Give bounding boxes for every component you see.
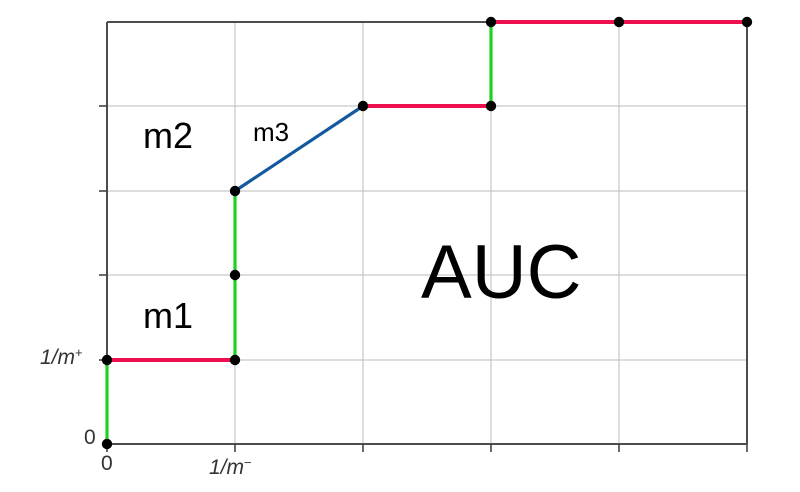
- svg-text:1/m+: 1/m+: [40, 345, 83, 370]
- svg-text:0: 0: [84, 426, 96, 449]
- svg-text:m2: m2: [143, 115, 193, 156]
- svg-text:m1: m1: [143, 295, 193, 336]
- svg-text:1/m−: 1/m−: [209, 455, 252, 480]
- svg-text:AUC: AUC: [421, 230, 581, 315]
- svg-text:0: 0: [101, 452, 113, 475]
- svg-text:m3: m3: [253, 117, 289, 147]
